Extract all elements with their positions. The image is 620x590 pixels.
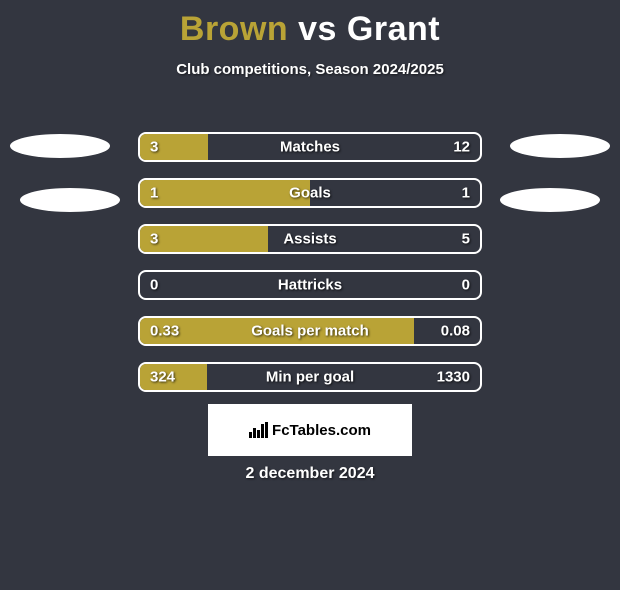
stat-bar-goals: 1 Goals 1 [138, 178, 482, 208]
player2-name: Grant [347, 10, 440, 48]
stat-value-right: 0 [462, 277, 470, 294]
stat-label: Hattricks [278, 277, 342, 294]
stat-value-right: 1330 [437, 369, 470, 386]
stat-label: Min per goal [266, 369, 354, 386]
chart-icon [249, 422, 268, 438]
stats-container: 3 Matches 12 1 Goals 1 3 Assists 5 0 Hat… [138, 132, 482, 408]
stat-label: Goals [289, 185, 331, 202]
stat-bar-goals-per-match: 0.33 Goals per match 0.08 [138, 316, 482, 346]
stat-value-right: 5 [462, 231, 470, 248]
stat-value-left: 1 [150, 185, 158, 202]
stat-label: Assists [283, 231, 336, 248]
stat-value-right: 0.08 [441, 323, 470, 340]
stat-bar-min-per-goal: 324 Min per goal 1330 [138, 362, 482, 392]
player2-avatar-bottom [500, 188, 600, 212]
stat-label: Goals per match [251, 323, 369, 340]
stat-value-left: 3 [150, 231, 158, 248]
stat-bar-matches: 3 Matches 12 [138, 132, 482, 162]
stat-value-right: 1 [462, 185, 470, 202]
stat-value-left: 324 [150, 369, 175, 386]
stat-value-right: 12 [453, 139, 470, 156]
stat-fill-left [140, 180, 310, 206]
footer-brand-text: FcTables.com [272, 422, 371, 439]
player1-avatar-top [10, 134, 110, 158]
stat-value-left: 3 [150, 139, 158, 156]
stat-bar-hattricks: 0 Hattricks 0 [138, 270, 482, 300]
footer-brand-box: FcTables.com [208, 404, 412, 456]
player1-avatar-bottom [20, 188, 120, 212]
stat-bar-assists: 3 Assists 5 [138, 224, 482, 254]
player2-avatar-top [510, 134, 610, 158]
player1-name: Brown [180, 10, 288, 48]
subtitle: Club competitions, Season 2024/2025 [0, 61, 620, 78]
comparison-title: Brown vs Grant [0, 10, 620, 49]
stat-value-left: 0 [150, 277, 158, 294]
stat-label: Matches [280, 139, 340, 156]
vs-label: vs [298, 10, 337, 48]
date-label: 2 december 2024 [246, 465, 375, 483]
stat-value-left: 0.33 [150, 323, 179, 340]
stat-fill-left [140, 226, 268, 252]
